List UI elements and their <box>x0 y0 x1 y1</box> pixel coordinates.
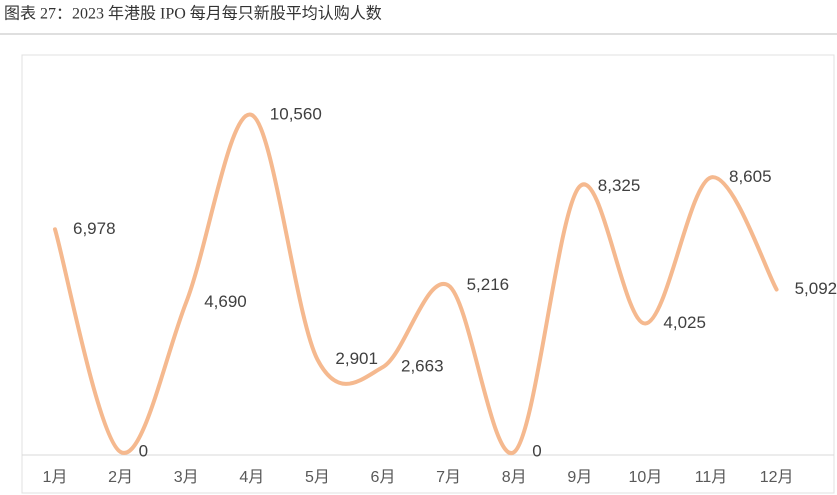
x-tick-label: 7月 <box>436 469 461 486</box>
data-label: 5,092 <box>795 279 837 298</box>
data-label: 5,216 <box>467 275 510 294</box>
x-tick-label: 3月 <box>174 469 199 486</box>
x-tick-label: 5月 <box>305 469 330 486</box>
line <box>53 112 779 455</box>
data-label: 0 <box>139 441 148 460</box>
data-label: 4,025 <box>663 313 706 332</box>
data-label: 6,978 <box>73 219 116 238</box>
x-tick-label: 9月 <box>567 469 592 486</box>
plot-area <box>21 54 835 494</box>
data-label: 4,690 <box>204 292 247 311</box>
x-tick-label: 1月 <box>43 469 68 486</box>
data-label: 2,901 <box>335 349 378 368</box>
x-tick-label: 4月 <box>239 469 264 486</box>
data-label: 8,605 <box>729 167 772 186</box>
data-label: 8,325 <box>598 176 641 195</box>
x-tick-label: 12月 <box>760 469 794 486</box>
data-label: 2,663 <box>401 357 444 376</box>
x-tick-label: 8月 <box>502 469 527 486</box>
x-tick-label: 2月 <box>108 469 133 486</box>
chart-title: 图表 27：2023 年港股 IPO 每月每只新股平均认购人数 <box>4 5 382 23</box>
data-label: 0 <box>532 441 541 460</box>
x-tick-label: 11月 <box>695 469 728 486</box>
x-tick-label: 10月 <box>628 469 662 486</box>
x-tick-label: 6月 <box>371 469 396 486</box>
data-label: 10,560 <box>270 104 322 123</box>
